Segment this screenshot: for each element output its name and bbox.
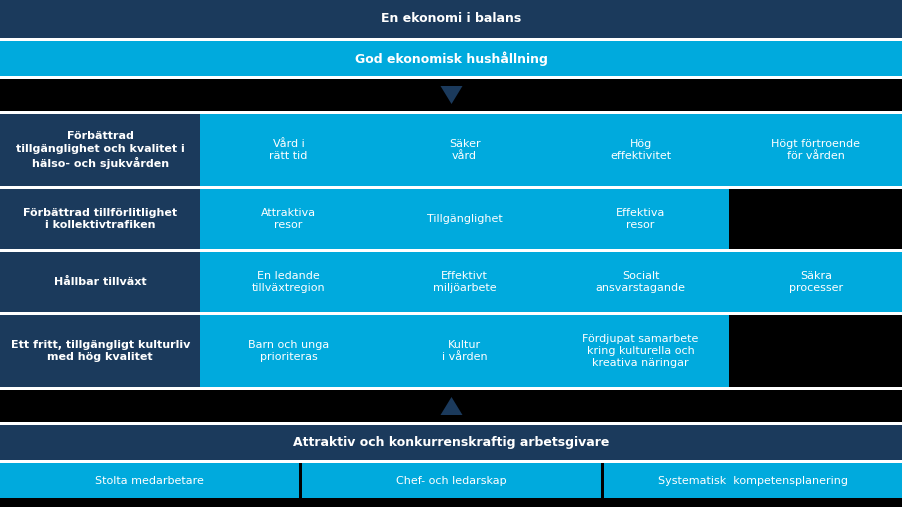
Bar bbox=[0, 111, 902, 114]
Bar bbox=[200, 315, 376, 387]
Text: Säker
vård: Säker vård bbox=[448, 139, 480, 161]
Bar bbox=[301, 463, 601, 498]
Bar bbox=[728, 189, 902, 249]
Text: Ett fritt, tillgängligt kulturliv
med hög kvalitet: Ett fritt, tillgängligt kulturliv med hö… bbox=[11, 340, 189, 362]
Bar bbox=[200, 252, 376, 312]
Bar bbox=[0, 425, 902, 460]
Bar bbox=[0, 463, 299, 498]
Text: Säkra
processer: Säkra processer bbox=[788, 271, 842, 293]
Bar bbox=[0, 114, 200, 186]
Text: God ekonomisk hushållning: God ekonomisk hushållning bbox=[354, 51, 548, 66]
Bar bbox=[376, 315, 552, 387]
Bar bbox=[0, 252, 200, 312]
Text: Effektivt
miljöarbete: Effektivt miljöarbete bbox=[432, 271, 496, 293]
Bar bbox=[0, 0, 902, 38]
Bar bbox=[376, 114, 552, 186]
Text: Högt förtroende
för vården: Högt förtroende för vården bbox=[770, 139, 860, 161]
Text: Chef- och ledarskap: Chef- och ledarskap bbox=[396, 476, 506, 486]
Bar bbox=[0, 422, 902, 425]
Text: Hög
effektivitet: Hög effektivitet bbox=[610, 139, 670, 161]
Bar bbox=[0, 38, 902, 41]
Text: Barn och unga
prioriteras: Barn och unga prioriteras bbox=[248, 340, 328, 362]
Bar bbox=[603, 463, 902, 498]
Text: Vård i
rätt tid: Vård i rätt tid bbox=[269, 139, 308, 161]
Bar bbox=[0, 41, 902, 76]
Polygon shape bbox=[440, 397, 462, 415]
Bar bbox=[0, 460, 902, 463]
Bar bbox=[200, 114, 376, 186]
Text: En ledande
tillväxtregion: En ledande tillväxtregion bbox=[252, 271, 325, 293]
Text: Attraktiva
resor: Attraktiva resor bbox=[261, 208, 316, 230]
Text: Systematisk  kompetensplanering: Systematisk kompetensplanering bbox=[658, 476, 848, 486]
Polygon shape bbox=[440, 86, 462, 104]
Bar bbox=[0, 249, 902, 252]
Bar bbox=[601, 463, 603, 498]
Text: Tillgänglighet: Tillgänglighet bbox=[427, 214, 502, 224]
Text: Fördjupat samarbete
kring kulturella och
kreativa näringar: Fördjupat samarbete kring kulturella och… bbox=[582, 334, 698, 369]
Bar bbox=[552, 315, 728, 387]
Bar bbox=[376, 252, 552, 312]
Bar bbox=[0, 79, 902, 111]
Text: Kultur
i vården: Kultur i vården bbox=[441, 340, 487, 362]
Bar bbox=[552, 114, 728, 186]
Text: Förbättrad tillförlitlighet
i kollektivtrafiken: Förbättrad tillförlitlighet i kollektivt… bbox=[23, 208, 177, 230]
Bar bbox=[0, 76, 902, 79]
Text: Förbättrad
tillgänglighet och kvalitet i
hälso- och sjukvården: Förbättrad tillgänglighet och kvalitet i… bbox=[16, 131, 184, 169]
Bar bbox=[728, 114, 902, 186]
Text: Attraktiv och konkurrenskraftig arbetsgivare: Attraktiv och konkurrenskraftig arbetsgi… bbox=[293, 436, 609, 449]
Bar bbox=[552, 252, 728, 312]
Bar bbox=[0, 189, 200, 249]
Text: En ekonomi i balans: En ekonomi i balans bbox=[381, 13, 521, 25]
Text: Hållbar tillväxt: Hållbar tillväxt bbox=[54, 277, 146, 287]
Bar bbox=[200, 189, 376, 249]
Bar bbox=[376, 189, 552, 249]
Bar bbox=[299, 463, 301, 498]
Text: Stolta medarbetare: Stolta medarbetare bbox=[95, 476, 204, 486]
Bar bbox=[0, 312, 902, 315]
Bar bbox=[552, 189, 728, 249]
Bar bbox=[0, 498, 902, 507]
Text: Effektiva
resor: Effektiva resor bbox=[615, 208, 665, 230]
Bar bbox=[728, 252, 902, 312]
Bar bbox=[728, 315, 902, 387]
Bar bbox=[0, 390, 902, 422]
Bar bbox=[0, 315, 200, 387]
Bar bbox=[0, 186, 902, 189]
Bar bbox=[0, 387, 902, 390]
Text: Socialt
ansvarstagande: Socialt ansvarstagande bbox=[595, 271, 685, 293]
